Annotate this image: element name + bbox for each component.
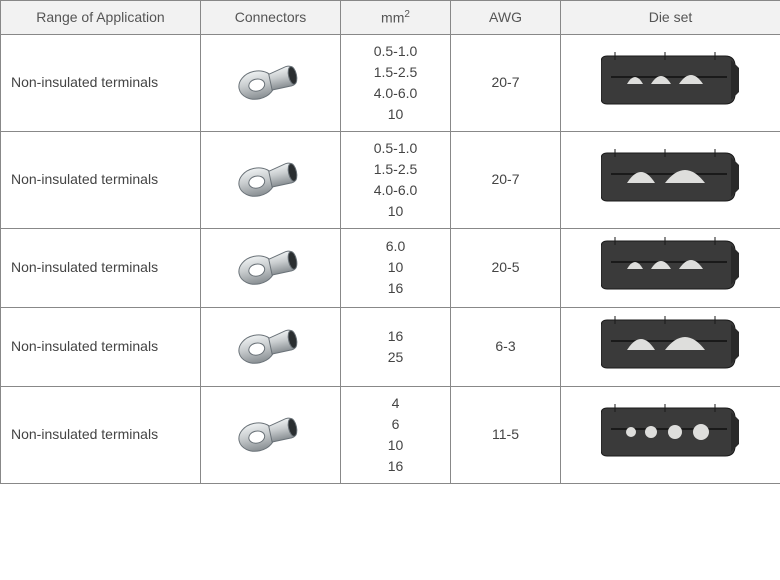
cell-awg: 20-7 — [451, 131, 561, 228]
cell-die-set — [561, 386, 780, 483]
cell-die-set — [561, 228, 780, 307]
die-set-icon — [601, 314, 741, 374]
col-header-mm2: mm2 — [341, 1, 451, 35]
table-row: Non-insulated terminals 0.5-1.01.5-2.54.… — [1, 34, 780, 131]
cell-die-set — [561, 34, 780, 131]
die-set-icon — [601, 147, 741, 207]
cell-mm2: 6.01016 — [341, 228, 451, 307]
cell-connector — [201, 386, 341, 483]
mm-value: 4.0-6.0 — [349, 83, 442, 104]
mm-value: 16 — [349, 278, 442, 299]
col-header-awg: AWG — [451, 1, 561, 35]
cell-application: Non-insulated terminals — [1, 228, 201, 307]
cell-mm2: 0.5-1.01.5-2.54.0-6.010 — [341, 34, 451, 131]
mm-value: 1.5-2.5 — [349, 159, 442, 180]
die-set-icon — [601, 50, 741, 110]
cell-connector — [201, 131, 341, 228]
cell-awg: 20-7 — [451, 34, 561, 131]
mm-value: 4.0-6.0 — [349, 180, 442, 201]
col-header-die-set: Die set — [561, 1, 780, 35]
table-row: Non-insulated terminals 6.0101620-5 — [1, 228, 780, 307]
mm-value: 10 — [349, 104, 442, 125]
table-row: Non-insulated terminals 46101611-5 — [1, 386, 780, 483]
mm-value: 25 — [349, 347, 442, 368]
ring-terminal-icon — [226, 316, 316, 372]
cell-application: Non-insulated terminals — [1, 34, 201, 131]
cell-die-set — [561, 131, 780, 228]
ring-terminal-icon — [226, 52, 316, 108]
cell-connector — [201, 34, 341, 131]
table-row: Non-insulated terminals 0.5-1.01.5-2.54.… — [1, 131, 780, 228]
header-row: Range of Application Connectors mm2 AWG … — [1, 1, 780, 35]
mm-value: 10 — [349, 435, 442, 456]
ring-terminal-icon — [226, 149, 316, 205]
mm-value: 1.5-2.5 — [349, 62, 442, 83]
mm-value: 10 — [349, 257, 442, 278]
table-row: Non-insulated terminals 16256-3 — [1, 307, 780, 386]
die-set-icon — [601, 402, 741, 462]
cell-mm2: 461016 — [341, 386, 451, 483]
col-header-connectors: Connectors — [201, 1, 341, 35]
cell-connector — [201, 307, 341, 386]
cell-application: Non-insulated terminals — [1, 307, 201, 386]
ring-terminal-icon — [226, 404, 316, 460]
ring-terminal-icon — [226, 237, 316, 293]
mm-value: 6.0 — [349, 236, 442, 257]
mm-value: 6 — [349, 414, 442, 435]
cell-mm2: 0.5-1.01.5-2.54.0-6.010 — [341, 131, 451, 228]
mm-value: 10 — [349, 201, 442, 222]
die-set-icon — [601, 235, 741, 295]
mm-value: 4 — [349, 393, 442, 414]
cell-awg: 11-5 — [451, 386, 561, 483]
cell-connector — [201, 228, 341, 307]
cell-awg: 20-5 — [451, 228, 561, 307]
spec-table: Range of Application Connectors mm2 AWG … — [0, 0, 780, 484]
cell-die-set — [561, 307, 780, 386]
cell-awg: 6-3 — [451, 307, 561, 386]
cell-mm2: 1625 — [341, 307, 451, 386]
mm-value: 0.5-1.0 — [349, 138, 442, 159]
mm-value: 16 — [349, 456, 442, 477]
cell-application: Non-insulated terminals — [1, 131, 201, 228]
mm-value: 0.5-1.0 — [349, 41, 442, 62]
cell-application: Non-insulated terminals — [1, 386, 201, 483]
col-header-app: Range of Application — [1, 1, 201, 35]
mm-value: 16 — [349, 326, 442, 347]
